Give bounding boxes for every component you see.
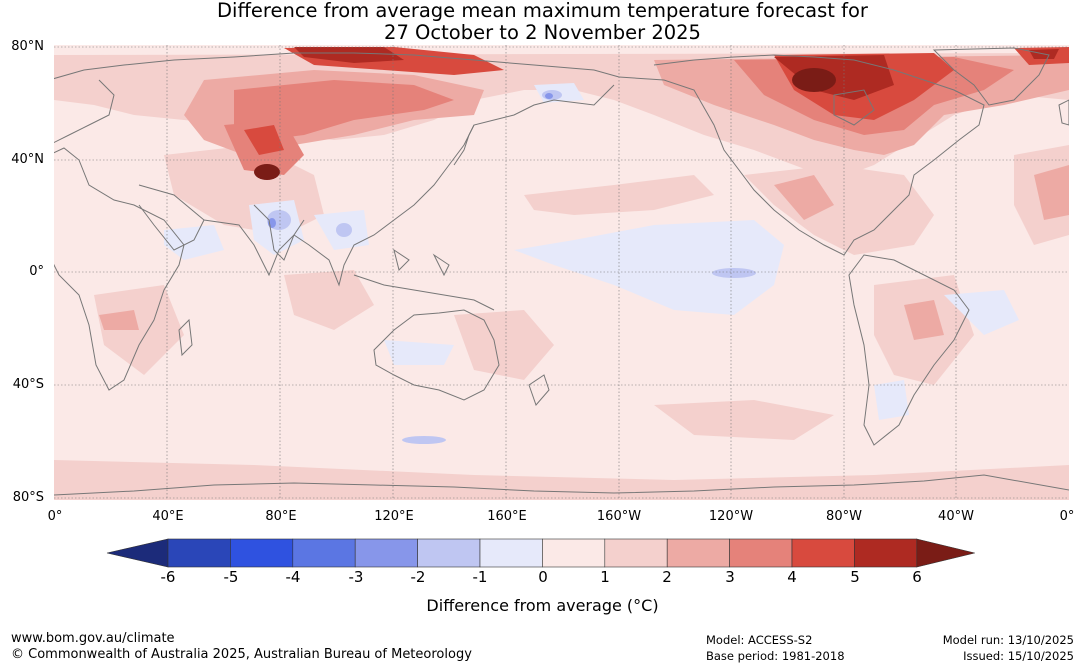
siberia-warm-3 bbox=[234, 80, 454, 140]
lon-label-160e: 160°E bbox=[487, 509, 527, 524]
brazil-warm-2 bbox=[904, 300, 944, 340]
cbar-tick-m5: -5 bbox=[223, 568, 239, 586]
lat-label-0: 0° bbox=[29, 264, 44, 279]
anomaly-map bbox=[54, 45, 1069, 500]
india-coast bbox=[253, 204, 305, 261]
lon-label-0-left: 0° bbox=[47, 509, 63, 524]
footer-issued: Issued: 15/10/2025 bbox=[963, 649, 1074, 663]
chukotka-cool-3 bbox=[545, 93, 553, 99]
us-warm-2 bbox=[774, 175, 834, 220]
colorbar-swatch bbox=[167, 538, 231, 568]
lon-label-40e: 40°E bbox=[152, 509, 184, 524]
cbar-tick-m3: -3 bbox=[348, 568, 364, 586]
title-line-2: 27 October to 2 November 2025 bbox=[384, 21, 701, 44]
borneo-coast bbox=[393, 248, 410, 271]
colorbar-swatch bbox=[479, 538, 543, 568]
philippines-coast bbox=[432, 253, 450, 277]
footer-copyright: © Commonwealth of Australia 2025, Austra… bbox=[11, 647, 472, 662]
asia-south-coast bbox=[203, 84, 615, 287]
uk-coast bbox=[1058, 99, 1069, 126]
colorbar-swatch bbox=[230, 538, 294, 568]
southern-ocean-cool-2 bbox=[402, 436, 446, 444]
africa-coast bbox=[54, 147, 185, 391]
lat-label-40s: 40°S bbox=[12, 377, 44, 392]
antarctica-coast bbox=[54, 474, 1069, 496]
title-line-1: Difference from average mean maximum tem… bbox=[217, 0, 868, 22]
hudson-bay-coast bbox=[833, 89, 875, 126]
lat-label-80n: 80°N bbox=[11, 39, 44, 54]
lat-label-40n: 40°N bbox=[11, 152, 44, 167]
cbar-tick-0: 0 bbox=[538, 568, 548, 586]
colorbar-swatch bbox=[292, 538, 356, 568]
new-zealand-coast bbox=[528, 374, 550, 406]
footer-model-run: Model run: 13/10/2025 bbox=[942, 633, 1074, 647]
colorbar-swatch bbox=[354, 538, 418, 568]
colorbar-swatch bbox=[666, 538, 730, 568]
kazakhstan-warm-4 bbox=[244, 125, 284, 155]
greenland-coast bbox=[932, 47, 1050, 106]
tibet-warm-6 bbox=[254, 164, 280, 180]
colorbar-title: Difference from average (°C) bbox=[426, 596, 659, 615]
cbar-tick-4: 4 bbox=[787, 568, 797, 586]
colorbar-swatch bbox=[854, 538, 918, 568]
lon-label-0-right: 0° bbox=[1059, 509, 1075, 524]
south-indian-cool bbox=[384, 340, 454, 365]
warm-anomaly-shading bbox=[54, 47, 1069, 500]
cbar-tick-m4: -4 bbox=[285, 568, 301, 586]
south-pacific-warm bbox=[654, 400, 834, 440]
footer-model: Model: ACCESS-S2 bbox=[706, 633, 813, 647]
colorbar-extend-high bbox=[916, 538, 975, 568]
colorbar-swatch bbox=[417, 538, 481, 568]
cbar-tick-m2: -2 bbox=[410, 568, 426, 586]
antarctic-warm bbox=[54, 460, 1069, 500]
arabia-cool bbox=[164, 225, 224, 260]
africa-warm-2 bbox=[99, 310, 139, 330]
cbar-tick-m1: -1 bbox=[472, 568, 488, 586]
asia-north-coast bbox=[54, 52, 620, 80]
footer-url: www.bom.gov.au/climate bbox=[11, 631, 175, 646]
cbar-tick-1: 1 bbox=[600, 568, 610, 586]
graticule bbox=[54, 45, 1069, 500]
indian-ocean-warm bbox=[284, 270, 374, 330]
atlantic-warm-2 bbox=[1034, 165, 1069, 220]
colorbar-extend-low bbox=[106, 538, 169, 568]
cbar-tick-5: 5 bbox=[850, 568, 860, 586]
lon-label-120w: 120°W bbox=[708, 509, 754, 524]
colorbar bbox=[106, 538, 975, 568]
colorbar-swatch bbox=[791, 538, 855, 568]
lat-label-80s: 80°S bbox=[12, 490, 44, 505]
north-america-coast bbox=[618, 54, 985, 256]
madagascar-coast bbox=[178, 318, 193, 357]
australia-coast bbox=[373, 309, 500, 401]
colorbar-swatch bbox=[542, 538, 606, 568]
cool-anomaly-shading bbox=[164, 83, 1019, 444]
footer-base-period: Base period: 1981-2018 bbox=[706, 649, 845, 663]
colorbar-swatch bbox=[604, 538, 668, 568]
equatorial-pacific-cool bbox=[514, 220, 784, 315]
indonesia-coast bbox=[353, 274, 495, 311]
coastlines bbox=[54, 47, 1069, 496]
cbar-tick-m6: -6 bbox=[160, 568, 176, 586]
lon-label-160w: 160°W bbox=[596, 509, 642, 524]
canada-warm-6 bbox=[792, 68, 836, 92]
south-america-coast bbox=[848, 254, 970, 446]
arctic-warm-5 bbox=[294, 47, 404, 63]
arabia-coast bbox=[138, 184, 205, 251]
lon-label-80e: 80°E bbox=[265, 509, 297, 524]
cbar-tick-6: 6 bbox=[912, 568, 922, 586]
europe-coast bbox=[54, 79, 115, 144]
lon-label-80w: 80°W bbox=[826, 509, 862, 524]
cbar-tick-2: 2 bbox=[662, 568, 672, 586]
cbar-tick-3: 3 bbox=[725, 568, 735, 586]
japan-coast bbox=[453, 124, 475, 166]
colorbar-swatch bbox=[729, 538, 793, 568]
australia-warm bbox=[454, 310, 554, 380]
indochina-cool-2 bbox=[336, 223, 352, 237]
pacific-cool-2 bbox=[712, 268, 756, 278]
lon-label-40w: 40°W bbox=[938, 509, 974, 524]
patagonia-cool bbox=[874, 380, 909, 420]
map-title: Difference from average mean maximum tem… bbox=[0, 0, 1085, 44]
north-pacific-warm bbox=[524, 175, 714, 215]
lon-label-120e: 120°E bbox=[374, 509, 414, 524]
